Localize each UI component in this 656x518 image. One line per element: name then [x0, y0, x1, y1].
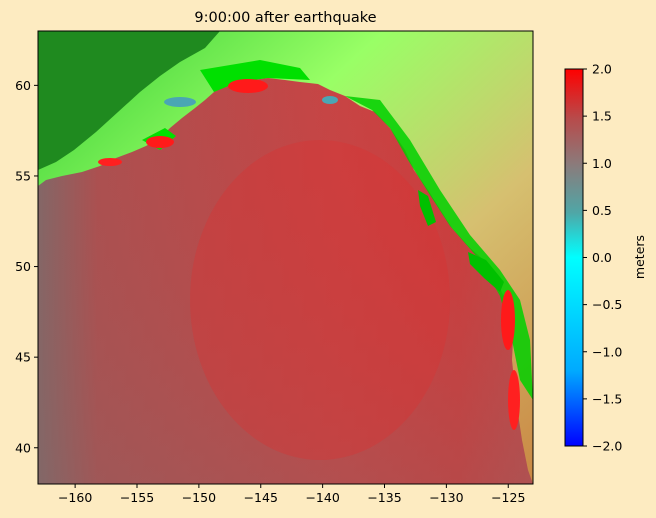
y-tick-label: 40 [15, 440, 31, 455]
hotspot-oregon-coast [501, 290, 515, 350]
colorbar-tick-label: 2.0 [592, 62, 612, 77]
colorbar-tick-label: 0.0 [592, 250, 612, 265]
map-area [38, 31, 533, 484]
colorbar-label: meters [632, 235, 647, 279]
plot-frame [37, 30, 534, 485]
hotspot-california-coast [508, 370, 520, 430]
wave-front-peak [190, 140, 450, 460]
x-tick-label: −140 [305, 490, 339, 505]
x-tick-label: −155 [120, 490, 154, 505]
x-tick-label: −135 [367, 490, 401, 505]
coastal-lowland [38, 31, 220, 170]
island-vancouver [468, 252, 504, 292]
chart-title: 9:00:00 after earthquake [194, 10, 376, 26]
colorbar-tick-label: 1.0 [592, 156, 612, 171]
colorbar-gradient [564, 68, 584, 447]
x-tick-label: −125 [491, 490, 525, 505]
y-tick-label: 45 [15, 350, 31, 365]
colorbar-tick-label: 1.5 [592, 109, 612, 124]
y-axis: 40 45 50 55 60 [15, 78, 38, 455]
hotspot-kodiak [146, 136, 174, 148]
trough-prince-william [322, 96, 338, 104]
colorbar-tick-label: 0.5 [592, 203, 612, 218]
colorbar-tick-label: −2.0 [592, 439, 622, 454]
y-tick-label: 50 [15, 259, 31, 274]
x-tick-label: −160 [58, 490, 92, 505]
x-tick-label: −145 [244, 490, 278, 505]
y-tick-label: 55 [15, 168, 31, 183]
x-tick-label: −130 [429, 490, 463, 505]
trough-cook-inlet [164, 97, 196, 107]
x-axis: −160 −155 −150 −145 −140 −135 −130 −125 [58, 484, 525, 505]
x-tick-label: −150 [182, 490, 216, 505]
hotspot-alaska-peninsula [98, 158, 122, 166]
hotspot-anchorage [228, 79, 268, 93]
colorbar-tick-label: −1.5 [592, 391, 622, 406]
colorbar-tick-label: −0.5 [592, 297, 622, 312]
kenai-green [200, 60, 310, 92]
colorbar-tick-label: −1.0 [592, 344, 622, 359]
island-haida [418, 190, 436, 226]
y-tick-label: 60 [15, 78, 31, 93]
colorbar-ticks: 2.0 1.5 1.0 0.5 0.0 −0.5 −1.0 −1.5 −2.0 [583, 62, 622, 454]
colorbar: 2.0 1.5 1.0 0.5 0.0 −0.5 −1.0 −1.5 −2.0 meters [564, 62, 647, 454]
